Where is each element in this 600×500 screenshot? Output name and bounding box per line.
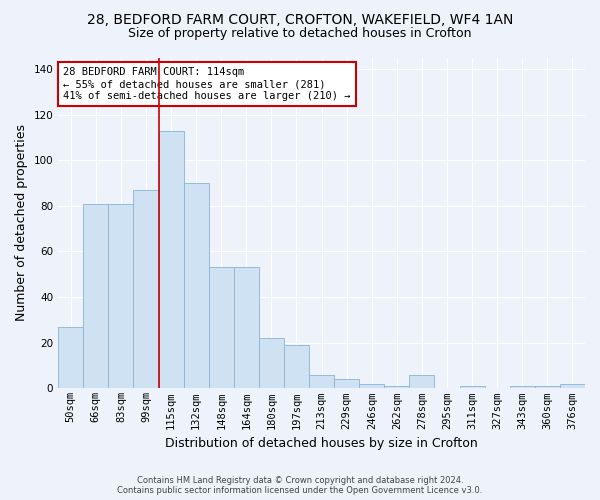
Bar xyxy=(309,374,334,388)
Bar xyxy=(359,384,385,388)
Text: 28 BEDFORD FARM COURT: 114sqm
← 55% of detached houses are smaller (281)
41% of : 28 BEDFORD FARM COURT: 114sqm ← 55% of d… xyxy=(64,68,351,100)
Bar xyxy=(158,130,184,388)
Bar xyxy=(385,386,409,388)
Bar xyxy=(560,384,585,388)
Bar xyxy=(334,380,359,388)
Text: Size of property relative to detached houses in Crofton: Size of property relative to detached ho… xyxy=(128,28,472,40)
Bar xyxy=(83,204,109,388)
Bar xyxy=(259,338,284,388)
Bar xyxy=(409,374,434,388)
Bar xyxy=(460,386,485,388)
Bar xyxy=(184,183,209,388)
Bar xyxy=(133,190,158,388)
Bar xyxy=(109,204,133,388)
Bar xyxy=(510,386,535,388)
Y-axis label: Number of detached properties: Number of detached properties xyxy=(15,124,28,322)
Bar xyxy=(209,268,234,388)
Text: 28, BEDFORD FARM COURT, CROFTON, WAKEFIELD, WF4 1AN: 28, BEDFORD FARM COURT, CROFTON, WAKEFIE… xyxy=(87,12,513,26)
X-axis label: Distribution of detached houses by size in Crofton: Distribution of detached houses by size … xyxy=(165,437,478,450)
Bar xyxy=(284,345,309,389)
Bar xyxy=(234,268,259,388)
Bar xyxy=(58,327,83,388)
Text: Contains HM Land Registry data © Crown copyright and database right 2024.
Contai: Contains HM Land Registry data © Crown c… xyxy=(118,476,482,495)
Bar xyxy=(535,386,560,388)
